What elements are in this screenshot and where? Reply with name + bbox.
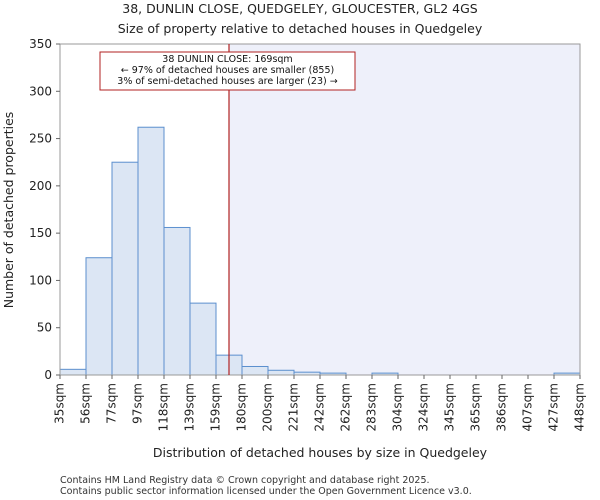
x-tick-label-180sqm: 180sqm	[235, 383, 249, 431]
x-tick-label-139sqm: 139sqm	[183, 383, 197, 431]
chart-subtitle: Size of property relative to detached ho…	[118, 21, 483, 36]
y-tick-label-50: 50	[37, 321, 52, 335]
bar-139sqm	[189, 302, 217, 376]
bar-200sqm	[267, 369, 295, 376]
x-axis-label: Distribution of detached houses by size …	[153, 445, 488, 460]
larger-region-shading	[229, 44, 580, 375]
x-tick-label-448sqm: 448sqm	[573, 383, 587, 431]
bar-35sqm	[59, 368, 87, 376]
y-tick-label-250: 250	[29, 132, 52, 146]
bar-118sqm	[163, 226, 191, 376]
x-tick-label-35sqm: 35sqm	[53, 383, 67, 424]
x-tick-label-118sqm: 118sqm	[157, 383, 171, 431]
x-tick-label-304sqm: 304sqm	[391, 383, 405, 431]
x-tick-label-262sqm: 262sqm	[339, 383, 353, 431]
y-tick-label-0: 0	[44, 368, 52, 382]
bar-180sqm	[241, 365, 269, 376]
plot-area: 0 50 100 150 200 250 300 350 35sqm 56sqm 77sqm 97sq…	[29, 37, 586, 431]
x-tick-label-427sqm: 427sqm	[547, 383, 561, 431]
x-tick-label-200sqm: 200sqm	[261, 383, 275, 431]
y-tick-label-350: 350	[29, 37, 52, 51]
y-tick-label-150: 150	[29, 226, 52, 240]
annotation-line-2: ← 97% of detached houses are smaller (85…	[121, 65, 334, 76]
bar-97sqm	[137, 126, 165, 376]
x-tick-label-221sqm: 221sqm	[287, 383, 301, 431]
x-tick-label-242sqm: 242sqm	[313, 383, 327, 431]
bar-56sqm	[85, 257, 113, 376]
x-tick-label-365sqm: 365sqm	[469, 383, 483, 431]
x-tick-label-407sqm: 407sqm	[521, 383, 535, 431]
footer-line-1: Contains HM Land Registry data © Crown c…	[60, 475, 430, 486]
x-tick-label-386sqm: 386sqm	[495, 383, 509, 431]
x-tick-label-77sqm: 77sqm	[105, 383, 119, 424]
x-tick-label-97sqm: 97sqm	[131, 383, 145, 424]
y-tick-label-300: 300	[29, 84, 52, 98]
x-tick-label-159sqm: 159sqm	[209, 383, 223, 431]
footer-line-2: Contains public sector information licen…	[60, 486, 472, 497]
chart-title: 38, DUNLIN CLOSE, QUEDGELEY, GLOUCESTER,…	[122, 1, 477, 16]
y-tick-label-200: 200	[29, 179, 52, 193]
x-tick-label-56sqm: 56sqm	[79, 383, 93, 424]
y-tick-label-100: 100	[29, 273, 52, 287]
annotation-box	[99, 51, 356, 91]
x-tick-label-324sqm: 324sqm	[417, 383, 431, 431]
annotation-line-1: 38 DUNLIN CLOSE: 169sqm	[162, 54, 292, 65]
x-tick-label-283sqm: 283sqm	[365, 383, 379, 431]
y-axis-label: Number of detached properties	[1, 112, 16, 309]
bar-77sqm	[111, 161, 139, 376]
x-tick-label-345sqm: 345sqm	[443, 383, 457, 431]
annotation-line-3: 3% of semi-detached houses are larger (2…	[117, 76, 337, 87]
